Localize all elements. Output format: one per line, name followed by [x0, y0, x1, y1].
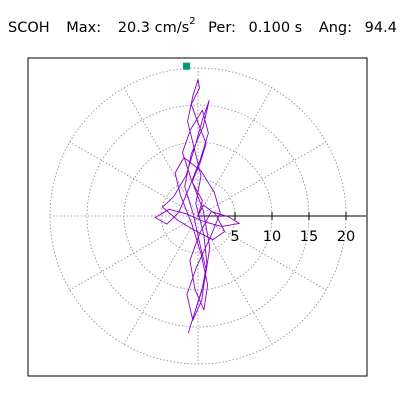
radial-tick-label: 20 — [337, 229, 355, 245]
motion-trace — [154, 79, 240, 334]
period-label: Per: — [208, 19, 236, 36]
grid-spoke — [123, 215, 199, 345]
grid-spoke — [69, 215, 199, 291]
plot-header: SCOH Max: 20.3 cm/s2 Per: 0.100 s Ang: 9… — [8, 16, 397, 36]
radial-tick-label: 10 — [263, 229, 281, 245]
angle-value: 94.4 — [364, 19, 397, 36]
radial-tick-label: 15 — [300, 229, 318, 245]
plot-frame — [27, 57, 368, 377]
radial-tick-label: 5 — [230, 229, 239, 245]
grid-spoke — [69, 141, 199, 217]
max-unit-exponent: 2 — [189, 16, 196, 27]
trace-line — [154, 79, 240, 334]
max-marker — [182, 62, 190, 70]
station-code: SCOH — [8, 19, 50, 36]
max-marker-group — [182, 62, 190, 70]
period-value: 0.100 s — [248, 19, 303, 36]
angle-label: Ang: — [318, 19, 353, 36]
max-label: Max: — [66, 19, 102, 36]
grid-spoke — [197, 141, 327, 217]
grid-spoke — [123, 87, 199, 217]
max-value: 20.3 cm/s — [117, 19, 190, 36]
grid-spoke — [197, 215, 327, 291]
grid-spoke — [197, 87, 273, 217]
